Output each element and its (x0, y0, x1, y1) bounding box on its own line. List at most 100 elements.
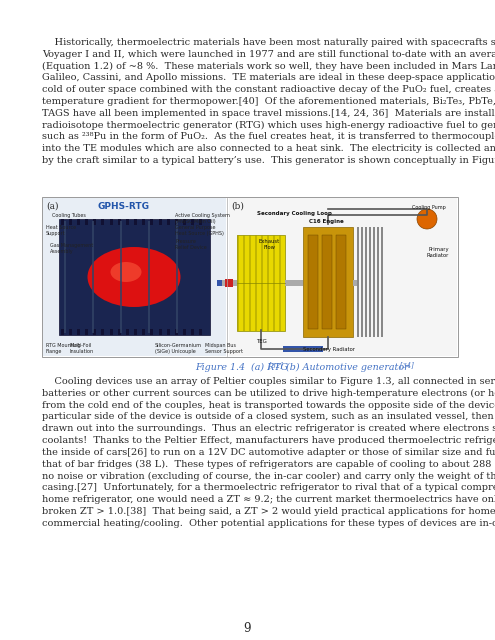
Text: [32]: [32] (269, 362, 283, 369)
Bar (167, 219, 170, 225)
Bar (237, 235, 285, 331)
Bar (357, 227, 359, 337)
Text: [34]: [34] (400, 362, 414, 369)
Text: radioisotope thermoelectric generator (RTG) which uses high-energy radioactive f: radioisotope thermoelectric generator (R… (42, 120, 495, 130)
Bar (101, 219, 104, 225)
Text: Exhaust
Flow: Exhaust Flow (258, 239, 280, 250)
Bar (61, 219, 64, 225)
Bar (199, 329, 202, 335)
Text: RTG Mounting
Flange: RTG Mounting Flange (46, 343, 80, 354)
Bar (148, 221, 150, 333)
Text: into the TE modules which are also connected to a heat sink.  The electricity is: into the TE modules which are also conne… (42, 144, 495, 153)
Bar (217, 280, 222, 286)
Bar (191, 329, 194, 335)
Text: Voyager I and II, which were launched in 1977 and are still functional to-date w: Voyager I and II, which were launched in… (42, 50, 495, 59)
Bar (134, 219, 137, 225)
Text: Cooling Tubes: Cooling Tubes (52, 213, 86, 218)
Bar (150, 329, 153, 335)
Text: Secondary Radiator: Secondary Radiator (303, 347, 355, 352)
Bar (267, 235, 269, 331)
Bar (77, 329, 80, 335)
Bar (303, 227, 353, 337)
Bar (120, 221, 122, 333)
Text: Active Cooling System
(MWSC Main Oil): Active Cooling System (MWSC Main Oil) (175, 213, 230, 224)
Bar (279, 235, 281, 331)
Bar (126, 219, 129, 225)
Bar (101, 329, 104, 335)
Text: General Purpose
Heat Source (GPHS): General Purpose Heat Source (GPHS) (175, 225, 224, 236)
Bar (237, 235, 239, 331)
Text: Secondary Cooling Loop: Secondary Cooling Loop (257, 211, 332, 216)
Text: Historically, thermoelectric materials have been most naturally paired with spac: Historically, thermoelectric materials h… (42, 38, 495, 47)
Bar (142, 219, 145, 225)
Bar (77, 219, 80, 225)
Bar (308, 235, 318, 329)
Text: Gas Management
Assembly: Gas Management Assembly (50, 243, 93, 254)
Bar (183, 219, 186, 225)
Text: particular side of the device is outside of a closed system, such as an insulate: particular side of the device is outside… (42, 412, 495, 421)
Bar (285, 280, 303, 286)
Bar (353, 280, 357, 286)
Text: from the cold end of the couples, heat is transported towards the opposite side : from the cold end of the couples, heat i… (42, 401, 495, 410)
Bar (118, 329, 121, 335)
Text: C16 Engine: C16 Engine (309, 219, 344, 224)
Bar (225, 279, 233, 287)
Bar (126, 329, 129, 335)
Text: Silicon-Germanium
(SiGe) Unicouple: Silicon-Germanium (SiGe) Unicouple (155, 343, 202, 354)
Text: TEG: TEG (255, 339, 266, 344)
Text: that of bar fridges (38 L).  These types of refrigerators are capable of cooling: that of bar fridges (38 L). These types … (42, 460, 495, 468)
Text: cold of outer space combined with the constant radioactive decay of the PuO₂ fue: cold of outer space combined with the co… (42, 85, 495, 94)
Text: no noise or vibration (excluding of course, the in-car cooler) and carry only th: no noise or vibration (excluding of cour… (42, 472, 495, 481)
Bar (118, 219, 121, 225)
Bar (283, 346, 323, 352)
Text: TAGS have all been implemented in space travel missions.[14, 24, 36]  Materials : TAGS have all been implemented in space … (42, 109, 495, 118)
Text: 9: 9 (244, 622, 251, 635)
Bar (322, 235, 332, 329)
Text: broken ZT > 1.0.[38]  That being said, a ZT > 2 would yield practical applicatio: broken ZT > 1.0.[38] That being said, a … (42, 507, 495, 516)
Bar (159, 329, 162, 335)
Bar (191, 219, 194, 225)
Bar (175, 219, 178, 225)
Text: commercial heating/cooling.  Other potential applications for these types of dev: commercial heating/cooling. Other potent… (42, 518, 495, 527)
Text: (b): (b) (231, 202, 244, 211)
Bar (93, 329, 96, 335)
Bar (243, 235, 245, 331)
Text: (b) Automotive generator: (b) Automotive generator (277, 363, 409, 372)
Bar (361, 227, 363, 337)
Bar (273, 235, 275, 331)
Bar (85, 329, 88, 335)
Text: (a): (a) (46, 202, 58, 211)
Bar (85, 219, 88, 225)
Bar (381, 227, 383, 337)
Bar (365, 227, 367, 337)
Text: batteries or other current sources can be utilized to drive high-temperature ele: batteries or other current sources can b… (42, 388, 495, 398)
Text: temperature gradient for thermopower.[40]  Of the aforementioned materials, Bi₂T: temperature gradient for thermopower.[40… (42, 97, 495, 106)
Bar (110, 329, 113, 335)
Bar (134, 329, 137, 335)
Text: Cooling Pump: Cooling Pump (412, 205, 446, 210)
Bar (229, 198, 457, 356)
Bar (217, 280, 237, 286)
Text: (Equation 1.2) of ~8 %.  These materials work so well, they have been included i: (Equation 1.2) of ~8 %. These materials … (42, 61, 495, 71)
Text: Cooling devices use an array of Peltier couples similar to Figure 1.3, all conne: Cooling devices use an array of Peltier … (42, 377, 495, 386)
Text: casing.[27]  Unfortunately, for a thermoelectric refrigerator to rival that of a: casing.[27] Unfortunately, for a thermoe… (42, 483, 495, 492)
Text: home refrigerator, one would need a ZT ≈ 9.2; the current market thermoelectrics: home refrigerator, one would need a ZT ≈… (42, 495, 495, 504)
Text: by the craft similar to a typical battery’s use.  This generator is shown concep: by the craft similar to a typical batter… (42, 156, 495, 165)
Bar (69, 219, 72, 225)
Bar (142, 329, 145, 335)
Text: Midspan Bus
Sensor Support: Midspan Bus Sensor Support (205, 343, 243, 354)
Bar (92, 221, 94, 333)
Bar (110, 219, 113, 225)
Text: the inside of cars[26] to run on a 12V DC automotive adapter or those of similar: the inside of cars[26] to run on a 12V D… (42, 448, 495, 457)
Text: Pressure
Relief Device: Pressure Relief Device (175, 239, 207, 250)
Circle shape (417, 209, 437, 229)
Bar (377, 227, 379, 337)
Bar (61, 329, 64, 335)
Bar (261, 235, 263, 331)
Text: Multi-Foil
Insulation: Multi-Foil Insulation (70, 343, 94, 354)
Bar (93, 219, 96, 225)
Text: drawn out into the surroundings.  Thus an electric refrigerator is created where: drawn out into the surroundings. Thus an… (42, 424, 495, 433)
Bar (369, 227, 371, 337)
Bar (150, 219, 153, 225)
Bar (59, 219, 210, 335)
